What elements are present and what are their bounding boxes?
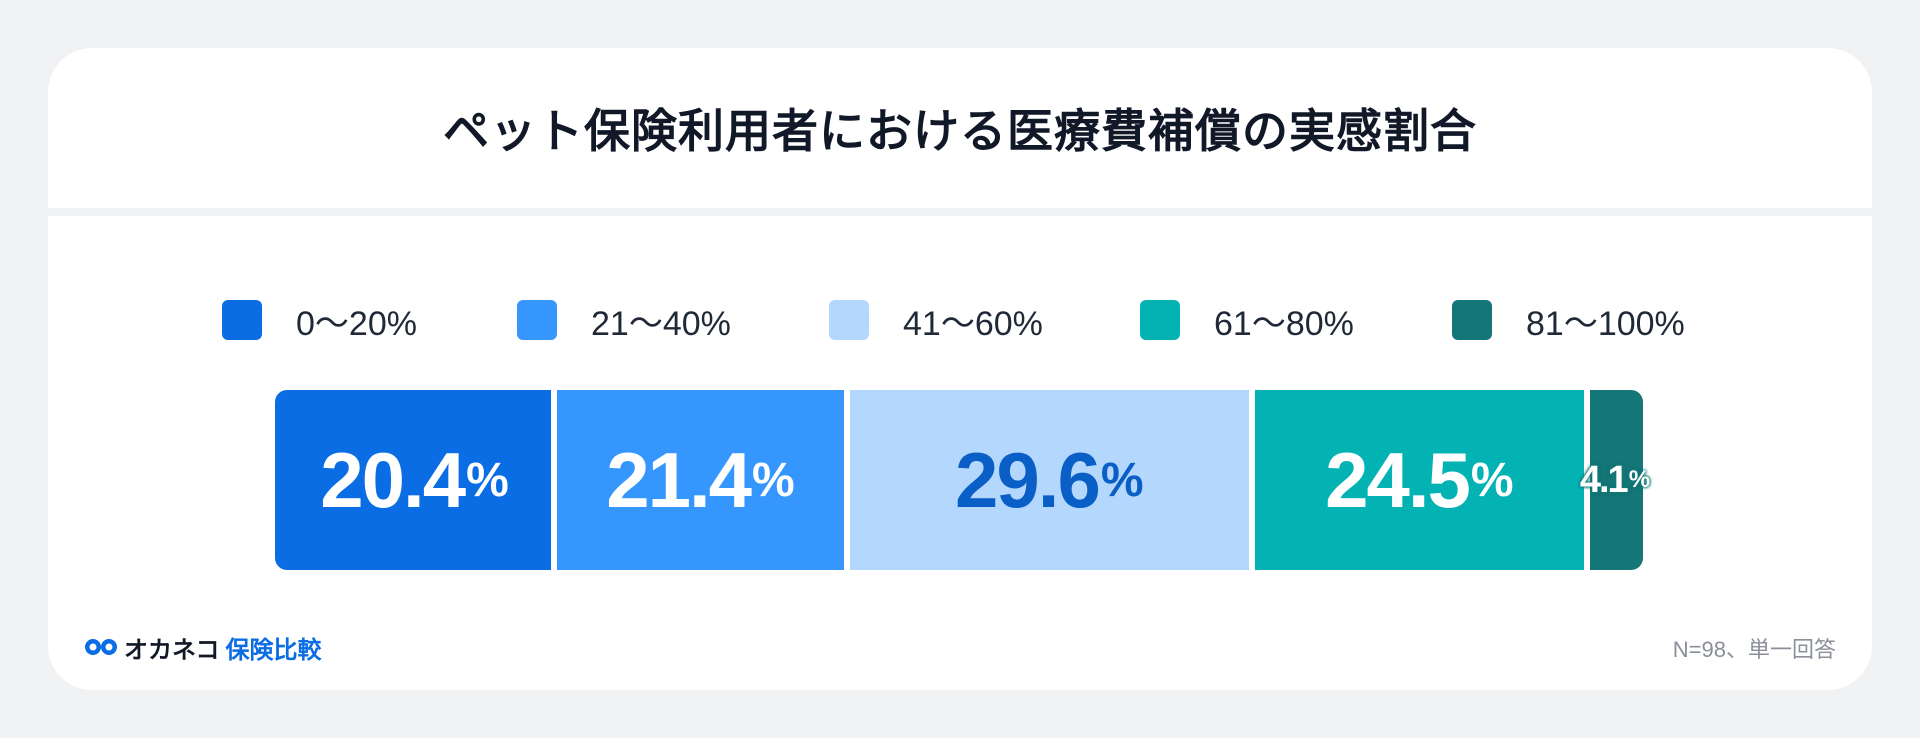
segment-value-label: 21.4% (554, 390, 847, 570)
legend-swatch (222, 300, 262, 340)
owl-icon (85, 639, 117, 655)
bar-segment (1254, 390, 1584, 570)
legend-swatch (517, 300, 557, 340)
legend-item: 0〜20% (222, 300, 417, 343)
segment-value-label: 4.1% (1569, 390, 1661, 570)
legend-swatch (1452, 300, 1492, 340)
legend-swatch (1140, 300, 1180, 340)
stacked-bar (275, 390, 1643, 570)
segment-percent-sign: % (752, 453, 795, 507)
title-divider (48, 208, 1872, 216)
legend-label: 0〜20% (296, 304, 417, 343)
segment-percent-sign: % (1628, 466, 1651, 493)
segment-percent-sign: % (1100, 453, 1144, 507)
chart-title: ペット保険利用者における医療費補償の実感割合 (443, 105, 1477, 157)
brand-logo: オカネコ 保険比較 (84, 632, 322, 664)
legend-swatch (829, 300, 869, 340)
footnote: N=98、単一回答 (1672, 637, 1836, 662)
legend-label: 81〜100% (1526, 304, 1685, 343)
segment-value: 4.1 (1579, 458, 1629, 501)
segment-value: 21.4 (606, 435, 752, 524)
segment-value-label: 29.6% (847, 390, 1252, 570)
segment-percent-sign: % (466, 453, 509, 507)
segment-value-label: 24.5% (1252, 390, 1587, 570)
bar-segment (849, 390, 1249, 570)
legend-label: 21〜40% (591, 304, 731, 343)
segment-percent-sign: % (1470, 453, 1514, 507)
logo-brand: オカネコ (124, 636, 220, 664)
segment-value: 29.6 (955, 435, 1101, 524)
legend-item: 61〜80% (1140, 300, 1354, 343)
segment-value: 20.4 (320, 435, 466, 524)
segment-value: 24.5 (1325, 435, 1471, 524)
logo-product: 保険比較 (225, 636, 322, 664)
legend-item: 41〜60% (829, 300, 1043, 343)
legend-item: 81〜100% (1452, 300, 1685, 343)
legend-label: 61〜80% (1214, 304, 1354, 343)
bar-segment (1589, 390, 1643, 570)
bar-segment (275, 390, 552, 570)
segment-value-label: 20.4% (275, 390, 554, 570)
bar-segment (557, 390, 844, 570)
chart-card: ペット保険利用者における医療費補償の実感割合 0〜20% 21〜40% 41〜6… (48, 48, 1872, 690)
legend-item: 21〜40% (517, 300, 731, 343)
legend-label: 41〜60% (903, 304, 1043, 343)
